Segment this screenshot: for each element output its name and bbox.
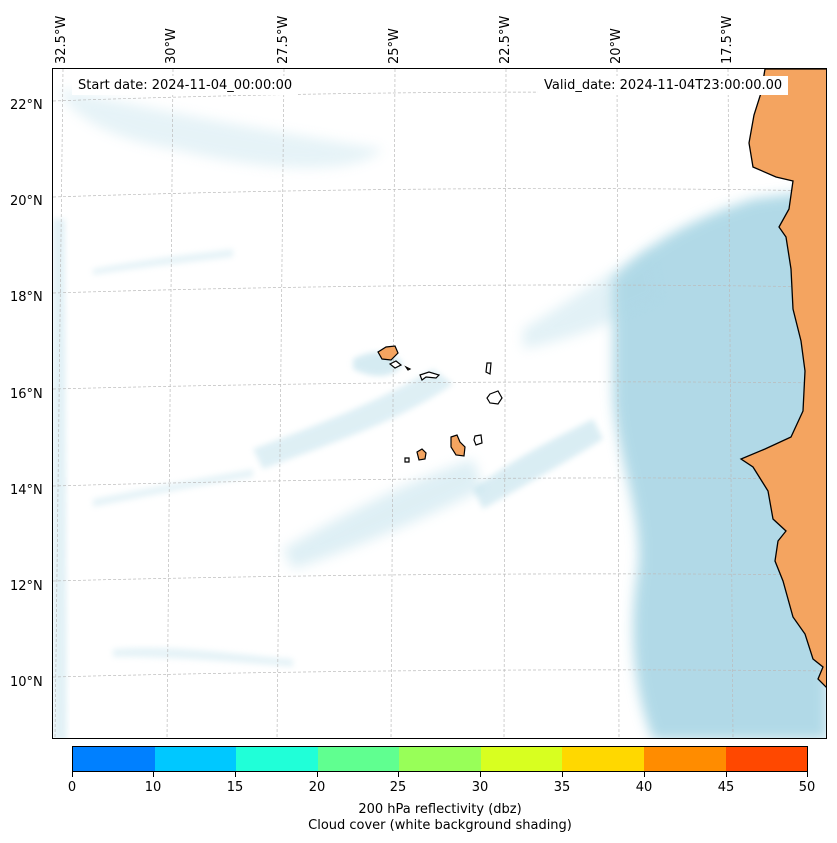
island-santa-luzia [404, 365, 412, 371]
colorbar-segment-30-35 [480, 747, 563, 771]
lon-label-25w: 25°W [387, 28, 402, 64]
island-brava [404, 457, 410, 463]
africa-landmass [739, 69, 826, 688]
colorbar-segment-20-25 [317, 747, 400, 771]
colorbar-tick [562, 772, 563, 777]
cape-verde-islands [377, 345, 503, 463]
colorbar-tick-label: 50 [798, 780, 816, 795]
colorbar-tick-label: 30 [471, 780, 489, 795]
colorbar-segment-45-50 [725, 747, 808, 771]
colorbar-segment-10-15 [154, 747, 237, 771]
colorbar-title-line1: 200 hPa reflectivity (dbz) [358, 802, 522, 817]
colorbar-tick-label: 15 [226, 780, 244, 795]
lat-label-10n: 10°N [10, 675, 43, 690]
lat-label-12n: 12°N [10, 579, 43, 594]
colorbar-title-line2: Cloud cover (white background shading) [308, 818, 572, 833]
colorbar-tick [807, 772, 808, 777]
graticule [53, 69, 826, 738]
colorbar-tick-label: 35 [553, 780, 571, 795]
colorbar-tick [726, 772, 727, 777]
colorbar [72, 746, 808, 772]
colorbar-segment-35-40 [562, 747, 644, 771]
colorbar-tick [72, 772, 73, 777]
lon-label-22-5w: 22.5°W [498, 15, 513, 64]
colorbar-tick-label: 0 [67, 780, 77, 795]
map-canvas [53, 69, 826, 738]
colorbar-tick-label: 45 [717, 780, 735, 795]
cloud-cover-layer [53, 89, 826, 738]
colorbar-tick-label: 25 [389, 780, 407, 795]
colorbar-tick [644, 772, 645, 777]
lat-label-20n: 20°N [10, 194, 43, 209]
island-sao-vicente [388, 360, 403, 369]
island-sal [485, 362, 492, 375]
lon-label-32-5w: 32.5°W [54, 15, 69, 64]
colorbar-tick-label: 40 [635, 780, 653, 795]
start-date-label: Start date: 2024-11-04_00:00:00 [72, 76, 299, 95]
island-boa-vista [486, 390, 503, 405]
island-maio [473, 434, 483, 446]
colorbar-tick [235, 772, 236, 777]
colorbar-segment-25-30 [399, 747, 481, 771]
island-santiago [450, 434, 466, 457]
lon-label-27-5w: 27.5°W [276, 15, 291, 64]
colorbar-segment-15-20 [236, 747, 318, 771]
colorbar-title: 200 hPa reflectivity (dbz) Cloud cover (… [308, 802, 572, 834]
lat-label-22n: 22°N [10, 98, 43, 113]
island-sao-nicolau [419, 371, 441, 381]
lon-label-17-5w: 17.5°W [720, 15, 735, 64]
colorbar-tick-label: 20 [308, 780, 326, 795]
lon-label-30w: 30°W [164, 28, 179, 64]
colorbar-tick [480, 772, 481, 777]
colorbar-tick [153, 772, 154, 777]
colorbar-segment-40-45 [643, 747, 726, 771]
valid-date-label: Valid_date: 2024-11-04T23:00:00.00 [538, 76, 789, 95]
map-panel[interactable] [52, 68, 827, 739]
lat-label-16n: 16°N [10, 387, 43, 402]
colorbar-tick [317, 772, 318, 777]
lat-label-18n: 18°N [10, 290, 43, 305]
colorbar-segment-0-10 [73, 747, 155, 771]
lat-label-14n: 14°N [10, 483, 43, 498]
island-fogo [416, 448, 427, 461]
lon-label-20w: 20°W [609, 28, 624, 64]
colorbar-tick [398, 772, 399, 777]
island-santo-antao [377, 345, 399, 361]
colorbar-tick-label: 10 [144, 780, 162, 795]
